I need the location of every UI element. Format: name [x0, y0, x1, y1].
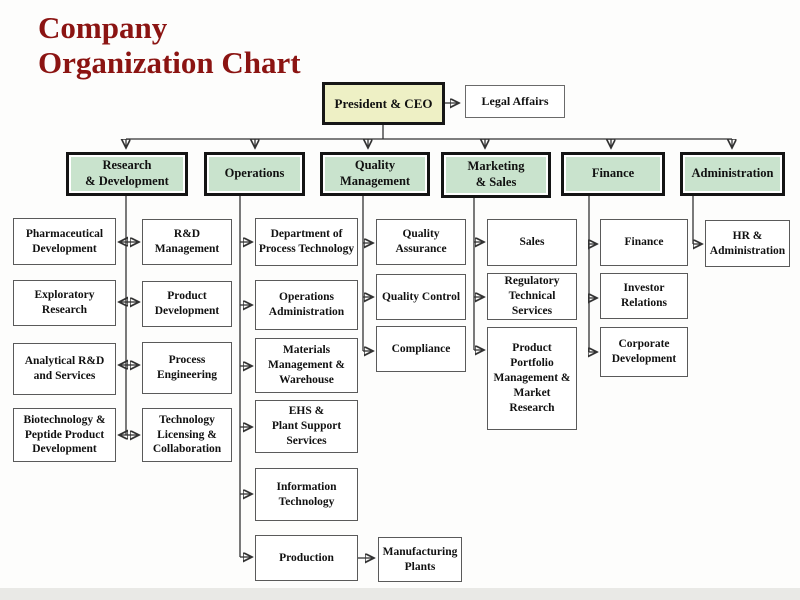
- unit-technology-licensing: Technology Licensing & Collaboration: [142, 408, 232, 462]
- unit-production: Production: [255, 535, 358, 581]
- unit-corporate-development: Corporate Development: [600, 327, 688, 377]
- unit-exploratory-research: Exploratory Research: [13, 280, 116, 326]
- unit-sales: Sales: [487, 219, 577, 266]
- page-title: Company Organization Chart: [38, 10, 301, 81]
- unit-ehs-plant-support: EHS & Plant Support Services: [255, 400, 358, 453]
- unit-manufacturing-plants: Manufacturing Plants: [378, 537, 462, 582]
- box-legal-affairs: Legal Affairs: [465, 85, 565, 118]
- unit-quality-control: Quality Control: [376, 274, 466, 320]
- unit-analytical-rnd-services: Analytical R&D and Services: [13, 343, 116, 395]
- unit-product-portfolio-market-research: Product Portfolio Management & Market Re…: [487, 327, 577, 430]
- unit-hr-administration: HR & Administration: [705, 220, 790, 267]
- dept-operations: Operations: [204, 152, 305, 196]
- unit-information-technology: Information Technology: [255, 468, 358, 521]
- unit-pharmaceutical-development: Pharmaceutical Development: [13, 218, 116, 265]
- unit-process-engineering: Process Engineering: [142, 342, 232, 394]
- unit-investor-relations: Investor Relations: [600, 273, 688, 319]
- dept-research-development: Research & Development: [66, 152, 188, 196]
- unit-biotechnology-peptide: Biotechnology & Peptide Product Developm…: [13, 408, 116, 462]
- unit-product-development: Product Development: [142, 281, 232, 327]
- unit-rnd-management: R&D Management: [142, 219, 232, 265]
- dept-finance: Finance: [561, 152, 665, 196]
- unit-finance: Finance: [600, 219, 688, 266]
- unit-regulatory-technical-services: Regulatory Technical Services: [487, 273, 577, 320]
- unit-quality-assurance: Quality Assurance: [376, 219, 466, 265]
- unit-compliance: Compliance: [376, 326, 466, 372]
- unit-materials-management-warehouse: Materials Management & Warehouse: [255, 338, 358, 393]
- box-president-ceo: President & CEO: [322, 82, 445, 125]
- dept-quality-management: Quality Management: [320, 152, 430, 196]
- dept-marketing-sales: Marketing & Sales: [441, 152, 551, 198]
- footer-strip: [0, 588, 800, 600]
- dept-administration: Administration: [680, 152, 785, 196]
- unit-operations-administration: Operations Administration: [255, 280, 358, 330]
- unit-dept-process-technology: Department of Process Technology: [255, 218, 358, 266]
